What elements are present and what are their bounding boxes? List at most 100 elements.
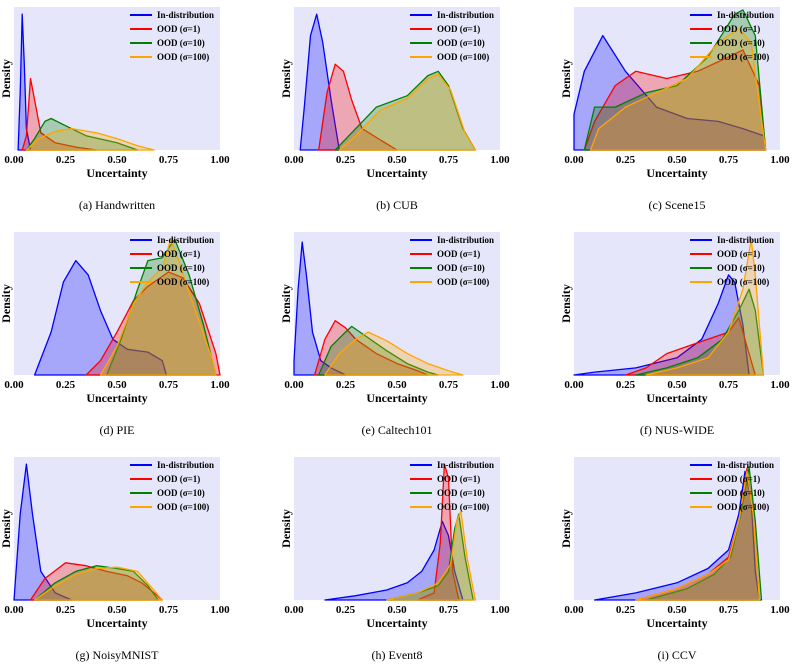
x-axis-label: Uncertainty	[86, 616, 147, 630]
subfigure-caption: (b) CUB	[376, 198, 418, 212]
density-area-in-distribution	[324, 520, 464, 601]
y-axis-label: Density	[279, 509, 293, 548]
density-area-ood-sigma-100	[589, 27, 767, 151]
x-tick-label: 0.25	[336, 154, 356, 166]
x-tick-label: 0.50	[667, 604, 687, 616]
chart-panel: 0.00 0.25 0.50 0.75 1.00 Uncertainty Density In…	[279, 457, 510, 662]
legend-label-in-distribution: In-distribution	[717, 460, 774, 470]
legend-label-ood-sigma-10: OOD (σ=10)	[437, 488, 485, 498]
x-tick-label: 0.00	[564, 154, 584, 166]
density-area-ood-sigma-1	[21, 77, 98, 151]
density-area-ood-sigma-100	[645, 238, 765, 376]
legend: In-distribution OOD (σ=1) OOD (σ=10) OOD (σ…	[410, 235, 494, 287]
legend: In-distribution OOD (σ=1) OOD (σ=10) OOD (σ…	[410, 460, 494, 512]
legend-label-in-distribution: In-distribution	[157, 10, 214, 20]
legend-label-ood-sigma-10: OOD (σ=10)	[157, 488, 205, 498]
x-tick-label: 0.75	[439, 379, 459, 391]
chart-panel: 0.00 0.25 0.50 0.75 1.00 Uncertainty Density In…	[559, 7, 790, 212]
y-axis-label: Density	[279, 59, 293, 98]
x-tick-label: 0.75	[439, 154, 459, 166]
legend-label-ood-sigma-100: OOD (σ=100)	[717, 277, 769, 287]
density-area-ood-sigma-100	[635, 470, 761, 601]
legend-label-ood-sigma-10: OOD (σ=10)	[437, 38, 485, 48]
chart-panel: 0.00 0.25 0.50 0.75 1.00 Uncertainty Density In…	[0, 7, 230, 212]
density-area-in-distribution	[293, 241, 347, 376]
density-area-ood-sigma-100	[99, 238, 217, 376]
legend-label-ood-sigma-100: OOD (σ=100)	[717, 502, 769, 512]
x-tick-label: 0.00	[564, 379, 584, 391]
subfigure-caption: (c) Scene15	[649, 198, 706, 212]
x-tick-label: 0.00	[284, 379, 304, 391]
x-axis-label: Uncertainty	[646, 166, 707, 180]
x-tick-label: 0.50	[387, 154, 407, 166]
density-area-ood-sigma-100	[25, 127, 155, 151]
legend-label-ood-sigma-100: OOD (σ=100)	[437, 277, 489, 287]
legend: In-distribution OOD (σ=1) OOD (σ=10) OOD (σ…	[410, 10, 494, 62]
x-axis-label: Uncertainty	[646, 391, 707, 405]
density-area-in-distribution	[299, 13, 340, 151]
y-axis-label: Density	[559, 509, 573, 548]
x-tick-label: 0.75	[159, 154, 179, 166]
x-tick-label: 1.00	[210, 154, 230, 166]
chart-panel: 0.00 0.25 0.50 0.75 1.00 Uncertainty Density In…	[279, 7, 510, 212]
legend-label-ood-sigma-1: OOD (σ=1)	[717, 24, 760, 34]
subfigure-caption: (g) NoisyMNIST	[76, 648, 160, 662]
x-tick-label: 0.50	[107, 154, 127, 166]
x-tick-label: 0.25	[56, 379, 76, 391]
legend-label-ood-sigma-1: OOD (σ=1)	[717, 249, 760, 259]
x-tick-label: 0.75	[719, 379, 739, 391]
x-tick-label: 0.50	[107, 379, 127, 391]
legend-label-ood-sigma-10: OOD (σ=10)	[437, 263, 485, 273]
legend-label-in-distribution: In-distribution	[437, 460, 494, 470]
x-tick-label: 1.00	[490, 379, 510, 391]
density-area-ood-sigma-1	[85, 271, 221, 376]
x-tick-label: 0.50	[667, 379, 687, 391]
legend-label-ood-sigma-10: OOD (σ=10)	[157, 38, 205, 48]
legend: In-distribution OOD (σ=1) OOD (σ=10) OOD (σ…	[690, 235, 774, 287]
x-tick-label: 1.00	[210, 604, 230, 616]
x-tick-label: 1.00	[490, 604, 510, 616]
density-area-ood-sigma-10	[386, 513, 474, 601]
x-tick-label: 0.75	[439, 604, 459, 616]
x-tick-label: 0.00	[4, 154, 24, 166]
density-area-ood-sigma-10	[645, 466, 763, 601]
legend-label-ood-sigma-100: OOD (σ=100)	[437, 52, 489, 62]
x-tick-label: 0.50	[107, 604, 127, 616]
legend-label-ood-sigma-1: OOD (σ=1)	[437, 474, 480, 484]
plot-background	[294, 457, 500, 600]
legend-label-ood-sigma-1: OOD (σ=1)	[157, 24, 200, 34]
legend-label-ood-sigma-100: OOD (σ=100)	[437, 502, 489, 512]
density-area-ood-sigma-10	[318, 325, 439, 376]
density-area-ood-sigma-10	[25, 117, 139, 151]
x-axis-label: Uncertainty	[366, 166, 427, 180]
subfigure-caption: (h) Event8	[372, 648, 423, 662]
chart-panel: 0.00 0.25 0.50 0.75 1.00 Uncertainty Density In…	[559, 232, 790, 437]
x-tick-label: 0.00	[4, 604, 24, 616]
plot-background	[14, 7, 220, 150]
subfigure-caption: (a) Handwritten	[79, 198, 155, 212]
density-area-in-distribution	[13, 463, 73, 601]
legend-label-in-distribution: In-distribution	[437, 235, 494, 245]
density-area-ood-sigma-10	[33, 565, 159, 601]
legend-label-ood-sigma-100: OOD (σ=100)	[157, 502, 209, 512]
subfigure-caption: (i) CCV	[658, 648, 697, 662]
x-tick-label: 1.00	[490, 154, 510, 166]
x-axis-label: Uncertainty	[646, 616, 707, 630]
y-axis-label: Density	[0, 59, 13, 98]
density-area-in-distribution	[33, 259, 168, 376]
density-area-ood-sigma-10	[635, 288, 765, 376]
x-tick-label: 0.00	[564, 604, 584, 616]
x-tick-label: 0.25	[56, 604, 76, 616]
x-axis-label: Uncertainty	[86, 391, 147, 405]
legend: In-distribution OOD (σ=1) OOD (σ=10) OOD (σ…	[690, 460, 774, 512]
legend: In-distribution OOD (σ=1) OOD (σ=10) OOD (σ…	[130, 235, 214, 287]
density-area-ood-sigma-100	[33, 566, 163, 601]
x-tick-label: 0.25	[616, 604, 636, 616]
subfigure-caption: (e) Caltech101	[362, 423, 433, 437]
legend-label-in-distribution: In-distribution	[437, 10, 494, 20]
x-tick-label: 0.75	[719, 604, 739, 616]
x-tick-label: 0.25	[336, 379, 356, 391]
density-area-ood-sigma-100	[386, 510, 476, 601]
y-axis-label: Density	[0, 284, 13, 323]
x-tick-label: 0.00	[4, 379, 24, 391]
